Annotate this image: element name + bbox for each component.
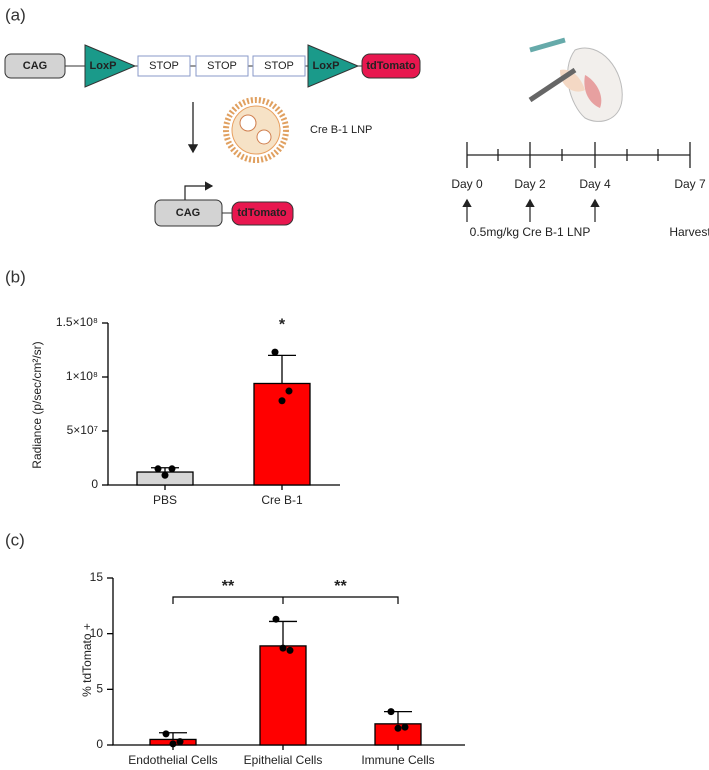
data-point bbox=[154, 465, 162, 473]
data-point bbox=[401, 723, 409, 731]
harvest-label: Harvest bbox=[669, 225, 709, 239]
x-tick-label: Cre B-1 bbox=[261, 493, 303, 507]
day-label: Day 7 bbox=[674, 177, 706, 191]
construct: CAG LoxP STOP STOP STOP LoxP tdTomato Cr… bbox=[4, 44, 421, 227]
promoter: CAG bbox=[176, 207, 200, 219]
panel-label: (c) bbox=[5, 530, 25, 549]
significance: ** bbox=[334, 578, 347, 595]
significance: ** bbox=[222, 578, 235, 595]
data-point bbox=[168, 465, 176, 473]
loxp: LoxP bbox=[90, 60, 117, 72]
panel-label: (b) bbox=[5, 267, 26, 286]
reporter: tdTomato bbox=[366, 60, 416, 72]
stop: STOP bbox=[207, 60, 237, 72]
data-point bbox=[161, 471, 169, 479]
data-point bbox=[272, 615, 280, 623]
y-tick-label: 1.5×10⁸ bbox=[56, 315, 98, 329]
data-point bbox=[286, 646, 294, 654]
y-axis-label: % tdTomato + bbox=[80, 623, 94, 697]
x-tick-label: Epithelial Cells bbox=[244, 753, 323, 767]
data-point bbox=[162, 730, 170, 738]
x-tick-label: PBS bbox=[153, 493, 177, 507]
stop: STOP bbox=[264, 60, 294, 72]
day-label: Day 0 bbox=[451, 177, 483, 191]
data-point bbox=[279, 644, 287, 652]
x-tick-label: Endothelial Cells bbox=[128, 753, 217, 767]
x-tick-label: Immune Cells bbox=[361, 753, 434, 767]
y-tick-label: 10 bbox=[90, 626, 104, 640]
lnp-icon bbox=[223, 97, 289, 163]
y-tick-label: 0 bbox=[91, 477, 98, 491]
data-point bbox=[285, 387, 293, 395]
reporter: tdTomato bbox=[237, 207, 287, 219]
promoter: CAG bbox=[23, 60, 47, 72]
loxp: LoxP bbox=[313, 60, 340, 72]
day-label: Day 2 bbox=[514, 177, 546, 191]
data-point bbox=[394, 724, 402, 732]
y-tick-label: 5×10⁷ bbox=[67, 423, 98, 437]
data-point bbox=[271, 348, 279, 356]
bracket bbox=[172, 596, 399, 604]
data-point bbox=[169, 740, 177, 748]
day-label: Day 4 bbox=[579, 177, 611, 191]
lnp-label: Cre B-1 LNP bbox=[310, 124, 372, 136]
data-point bbox=[387, 708, 395, 716]
y-tick-label: 0 bbox=[96, 737, 103, 751]
bar bbox=[259, 645, 307, 746]
data-point bbox=[278, 397, 286, 405]
y-tick-label: 5 bbox=[96, 682, 103, 696]
y-tick-label: 1×10⁸ bbox=[66, 369, 98, 383]
mouse-icon bbox=[528, 37, 623, 122]
data-point bbox=[176, 738, 184, 746]
significance: * bbox=[279, 317, 286, 334]
y-tick-label: 15 bbox=[90, 570, 104, 584]
dose-label: 0.5mg/kg Cre B-1 LNP bbox=[470, 225, 591, 239]
y-axis-label: Radiance (p/sec/cm²/sr) bbox=[30, 341, 44, 468]
stop: STOP bbox=[149, 60, 179, 72]
timeline: Day 0 Day 2 Day 4 Day 7 0.5mg/kg Cre B-1… bbox=[451, 142, 709, 239]
panel-label: (a) bbox=[5, 5, 26, 24]
